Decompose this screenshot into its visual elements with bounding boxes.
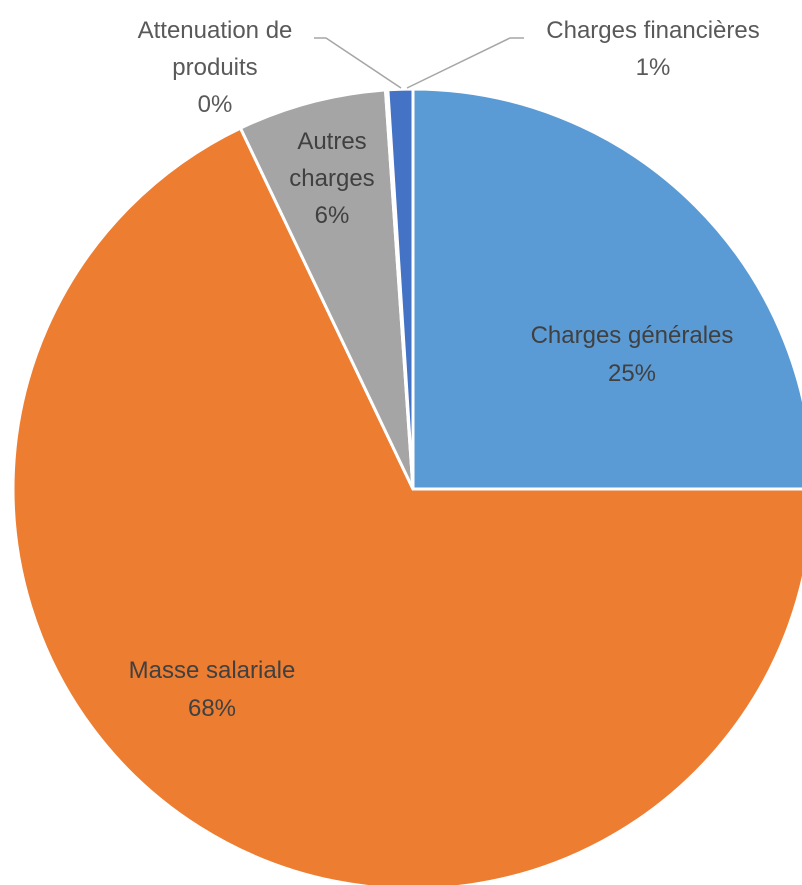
slice-label-attenuation-line2: produits: [172, 54, 257, 81]
slice-percent-autres-charges: 6%: [315, 202, 350, 229]
slice-label-charges-financieres: Charges financières: [546, 17, 759, 44]
slice-label-autres-line2: charges: [289, 165, 374, 192]
pie-slice-charges-financieres: [386, 87, 415, 491]
slice-percent-masse-salariale: 68%: [188, 695, 236, 722]
slice-label-masse-salariale: Masse salariale: [129, 657, 296, 684]
leader-lines: [314, 37, 524, 89]
slice-percent-charges-financieres: 1%: [636, 54, 671, 81]
slice-label-attenuation-line1: Attenuation de: [138, 17, 293, 44]
slice-percent-attenuation: 0%: [198, 91, 233, 118]
pie-slice-autres-charges: [238, 88, 415, 491]
slice-labels: Charges générales 25% Masse salariale 68…: [129, 17, 760, 722]
pie-slice-masse-salariale: [11, 126, 802, 885]
leader-line-attenuation: [314, 37, 402, 89]
pie-slice-charges-generales: [411, 87, 802, 491]
slice-percent-charges-generales: 25%: [608, 360, 656, 387]
leader-line-financieres: [406, 37, 524, 89]
pie-slices: [11, 87, 802, 885]
slice-label-autres-line1: Autres: [297, 128, 366, 155]
slice-label-charges-generales: Charges générales: [531, 322, 734, 349]
